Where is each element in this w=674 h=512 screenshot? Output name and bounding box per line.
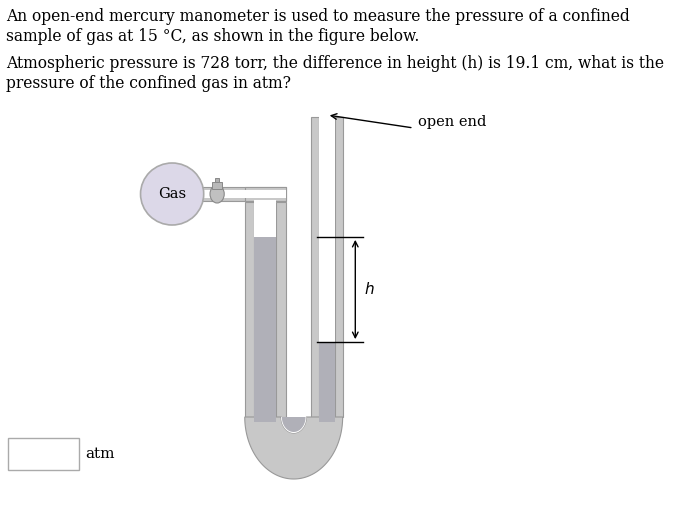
- Bar: [8, 438, 79, 470]
- Ellipse shape: [141, 163, 204, 225]
- Text: open end: open end: [419, 115, 487, 129]
- Bar: [254, 190, 276, 198]
- Bar: [319, 342, 335, 422]
- Circle shape: [210, 185, 224, 203]
- Bar: [276, 202, 286, 417]
- Text: h: h: [365, 282, 374, 297]
- Polygon shape: [282, 417, 305, 432]
- Bar: [199, 190, 286, 198]
- Text: atm: atm: [86, 447, 115, 461]
- Polygon shape: [245, 417, 342, 479]
- Polygon shape: [281, 417, 307, 433]
- Text: Gas: Gas: [158, 187, 186, 201]
- Bar: [335, 117, 342, 417]
- Bar: [215, 178, 220, 182]
- Bar: [199, 187, 286, 201]
- Text: pressure of the confined gas in atm?: pressure of the confined gas in atm?: [6, 75, 291, 92]
- Text: sample of gas at 15 °C, as shown in the figure below.: sample of gas at 15 °C, as shown in the …: [6, 28, 420, 45]
- Bar: [311, 117, 319, 417]
- Bar: [212, 182, 222, 189]
- Text: Atmospheric pressure is 728 torr, the difference in height (h) is 19.1 cm, what : Atmospheric pressure is 728 torr, the di…: [6, 55, 665, 72]
- Bar: [245, 202, 254, 417]
- Bar: [254, 237, 276, 422]
- Bar: [319, 115, 335, 417]
- Text: An open-end mercury manometer is used to measure the pressure of a confined: An open-end mercury manometer is used to…: [6, 8, 630, 25]
- Bar: [254, 200, 276, 417]
- Bar: [245, 187, 286, 201]
